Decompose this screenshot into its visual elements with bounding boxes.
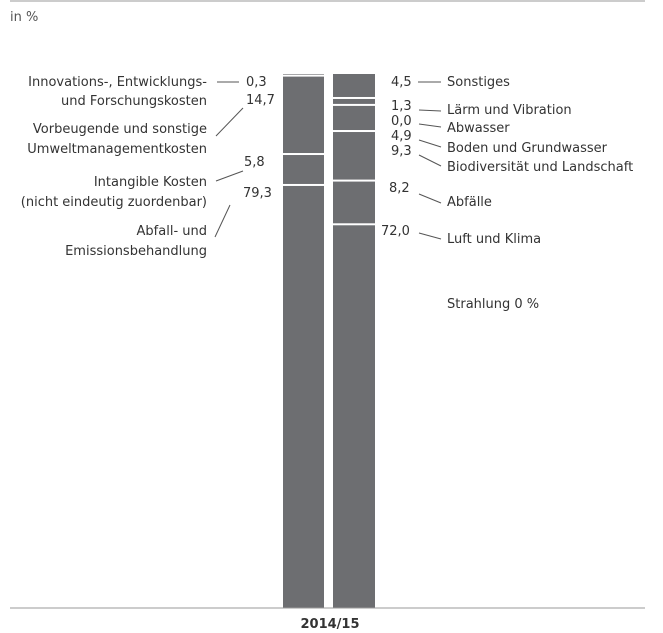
right-leader-line-4: [418, 139, 442, 148]
left-leader-line-3: [215, 107, 244, 137]
right-category-label-7: Sonstiges: [447, 75, 510, 90]
left-category-label-2-line-2: (nicht eindeutig zuordenbar): [21, 195, 207, 210]
right-value-label-5: 0,0: [391, 114, 412, 129]
right-value-label-1: 72,0: [381, 224, 410, 239]
bar-1-segment-1: [283, 185, 324, 608]
right-leader-line-3: [418, 154, 442, 167]
left-category-label-2-line-1: Intangible Kosten: [94, 175, 207, 190]
bar-1-segment-4: [283, 74, 324, 75]
left-category-label-4-line-1: Innovations-, Entwicklungs-: [28, 75, 207, 90]
left-value-label-1: 79,3: [243, 186, 272, 201]
left-category-label-3-line-1: Vorbeugende und sonstige: [33, 122, 207, 137]
left-value-label-4: 0,3: [246, 75, 267, 90]
right-category-label-5: Abwasser: [447, 121, 510, 136]
right-category-label-2: Abfälle: [447, 195, 492, 210]
right-leader-line-2: [418, 193, 442, 204]
left-category-label-3-line-2: Umweltmanagementkosten: [27, 142, 207, 157]
right-leader-line-5: [418, 123, 442, 128]
left-leader-line-1: [214, 204, 231, 238]
right-category-label-1: Luft und Klima: [447, 232, 541, 247]
bar-1-segment-2: [283, 155, 324, 184]
bars-group: [283, 74, 375, 609]
right-category-label-4: Boden und Grundwasser: [447, 141, 608, 156]
right-value-label-6: 1,3: [391, 99, 412, 114]
right-value-label-4: 4,9: [391, 129, 412, 144]
unit-label: in %: [10, 10, 38, 25]
left-category-label-1-line-2: Emissionsbehandlung: [65, 244, 207, 259]
left-leader-line-2: [215, 170, 244, 182]
right-leader-line-6: [418, 109, 442, 112]
right-value-label-2: 8,2: [389, 181, 410, 196]
right-value-label-3: 9,3: [391, 144, 412, 159]
left-value-label-2: 5,8: [244, 155, 265, 170]
bar-2-segment-1: [333, 225, 375, 609]
note-strahlung: Strahlung 0 %: [447, 297, 539, 312]
bar-2-segment-4: [333, 105, 375, 131]
bar-2-segment-3: [333, 132, 375, 180]
bar-2-segment-6: [333, 98, 375, 104]
right-category-label-3: Biodiversität und Landschaft: [447, 160, 633, 175]
bar-2-segment-2: [333, 181, 375, 224]
left-category-label-4-line-2: und Forschungskosten: [61, 94, 207, 109]
bar-1-segment-3: [283, 76, 324, 154]
labels-group: 79,3 Abfall- und Emissionsbehandlung 5,8 Int…: [21, 75, 633, 259]
left-category-label-1-line-1: Abfall- und: [137, 224, 207, 239]
bar-2-segment-7: [333, 74, 375, 97]
category-label: 2014/15: [300, 617, 359, 632]
right-value-label-7: 4,5: [391, 75, 412, 90]
right-category-label-6: Lärm und Vibration: [447, 103, 572, 118]
left-value-label-3: 14,7: [246, 93, 275, 108]
right-leader-line-1: [418, 232, 442, 240]
